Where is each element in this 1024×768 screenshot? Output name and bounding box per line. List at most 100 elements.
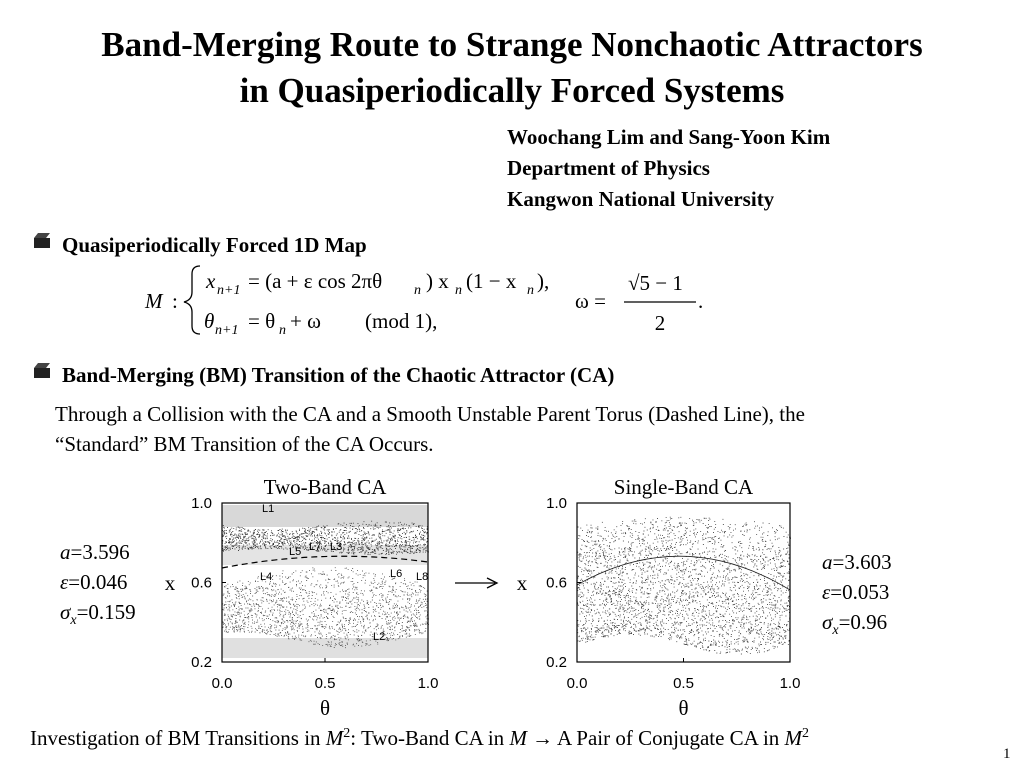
x-tick-label: 1.0 xyxy=(780,675,801,692)
y-tick-label: 0.6 xyxy=(191,575,212,592)
paragraph-line: “Standard” BM Transition of the CA Occur… xyxy=(55,432,434,456)
author-line: Kangwon National University xyxy=(507,187,775,211)
eq-part: n+1 xyxy=(217,283,240,298)
y-tick-label: 0.2 xyxy=(191,654,212,671)
eq-part: n xyxy=(455,283,462,298)
paragraph-line: Through a Collision with the CA and a Sm… xyxy=(55,402,805,426)
title-line: Band-Merging Route to Strange Nonchaotic… xyxy=(101,25,922,64)
author-line: Department of Physics xyxy=(507,156,710,180)
parameter-name: σ xyxy=(60,600,72,624)
parameter-name: a xyxy=(60,540,71,564)
x-axis-label: θ xyxy=(320,696,330,720)
eq-part: : xyxy=(172,289,178,313)
figure-title: Single-Band CA xyxy=(614,475,754,499)
x-tick-label: 1.0 xyxy=(418,675,439,692)
caption-text: M xyxy=(325,726,345,750)
eq-part: θ xyxy=(204,309,214,333)
eq-part: x xyxy=(205,269,216,293)
region-label: L8 xyxy=(416,571,428,583)
author-line: Woochang Lim and Sang-Yoon Kim xyxy=(507,125,831,149)
parameter-name: σ xyxy=(822,610,834,634)
eq-part: n xyxy=(527,283,534,298)
eq-part: n xyxy=(414,283,421,298)
parameter-value: =0.053 xyxy=(830,580,889,604)
parameter-sub: x xyxy=(69,613,77,628)
band xyxy=(222,545,428,565)
parameter: a=3.603 xyxy=(822,550,892,574)
band xyxy=(222,505,428,527)
eq-part: = θ xyxy=(248,309,275,333)
region-label: L2 xyxy=(373,631,385,643)
caption-text: M xyxy=(508,726,528,750)
region-label: L6 xyxy=(390,568,402,580)
region-label: L1 xyxy=(262,503,274,515)
eq-part: (mod 1), xyxy=(365,309,437,333)
eq-part: 2 xyxy=(655,311,666,335)
x-tick-label: 0.5 xyxy=(673,675,694,692)
brace xyxy=(183,265,201,335)
attractor-points xyxy=(577,516,791,655)
eq-part: ) x xyxy=(426,269,449,293)
eq-part: . xyxy=(698,289,703,313)
parameter: ε=0.053 xyxy=(822,580,889,604)
x-axis-label: θ xyxy=(678,696,688,720)
parameter-name: a xyxy=(822,550,833,574)
section-heading: Band-Merging (BM) Transition of the Chao… xyxy=(62,363,614,387)
caption-text: 2 xyxy=(343,726,350,741)
eq-part: ), xyxy=(537,269,549,293)
y-tick-label: 1.0 xyxy=(191,495,212,512)
page-number: 1 xyxy=(1003,746,1011,762)
region-label: L4 xyxy=(260,571,272,583)
y-axis-label: x xyxy=(517,571,528,595)
eq-part: √5 − 1 xyxy=(628,271,683,295)
caption-text: : Two-Band CA in xyxy=(350,726,509,750)
parameter-name: ε xyxy=(822,580,831,604)
eq-part: M xyxy=(144,289,164,313)
parameter: ε=0.046 xyxy=(60,570,127,594)
figure-title: Two-Band CA xyxy=(264,475,388,499)
y-tick-label: 1.0 xyxy=(546,495,567,512)
y-tick-label: 0.6 xyxy=(546,575,567,592)
eq-part: = (a + ε cos 2πθ xyxy=(248,269,382,293)
eq-part: ω = xyxy=(575,289,606,313)
equation: M : x n+1 = (a + ε cos 2πθ n ) x n (1 − … xyxy=(144,265,703,338)
band-edge xyxy=(576,555,791,591)
x-tick-label: 0.0 xyxy=(567,675,588,692)
y-tick-label: 0.2 xyxy=(546,654,567,671)
eq-part: (1 − x xyxy=(466,269,517,293)
parameter-name: ε xyxy=(60,570,69,594)
bullet-icon xyxy=(34,233,50,248)
attractor-points xyxy=(222,567,429,649)
caption-text: 2 xyxy=(802,726,809,741)
caption: Investigation of BM Transitions in M2: T… xyxy=(30,726,809,750)
caption-text: M xyxy=(784,726,804,750)
region-label: L3 xyxy=(330,541,342,553)
x-tick-label: 0.0 xyxy=(212,675,233,692)
parameter: σx=0.159 xyxy=(60,600,136,628)
dashed-torus xyxy=(221,555,429,569)
parameter-value: =0.159 xyxy=(77,600,136,624)
caption-text: A Pair of Conjugate CA in xyxy=(553,726,785,750)
region-label: L5 xyxy=(289,546,301,558)
parameter-value: =0.046 xyxy=(68,570,127,594)
caption-text: Investigation of BM Transitions in xyxy=(30,726,326,750)
caption-text: → xyxy=(532,726,553,750)
region-label: L7 xyxy=(309,541,321,553)
eq-part: n+1 xyxy=(215,323,238,338)
parameter: σx=0.96 xyxy=(822,610,887,638)
parameter-value: =3.603 xyxy=(833,550,892,574)
parameter-sub: x xyxy=(831,623,839,638)
band xyxy=(222,638,428,658)
parameter: a=3.596 xyxy=(60,540,130,564)
parameter-value: =0.96 xyxy=(839,610,888,634)
eq-part: n xyxy=(279,323,286,338)
x-tick-label: 0.5 xyxy=(315,675,336,692)
arrow-head xyxy=(486,577,499,589)
eq-part: + ω xyxy=(290,309,321,333)
parameter-value: =3.596 xyxy=(71,540,130,564)
bullet-icon xyxy=(34,363,50,378)
title-line: in Quasiperiodically Forced Systems xyxy=(240,71,785,110)
y-axis-label: x xyxy=(165,571,176,595)
